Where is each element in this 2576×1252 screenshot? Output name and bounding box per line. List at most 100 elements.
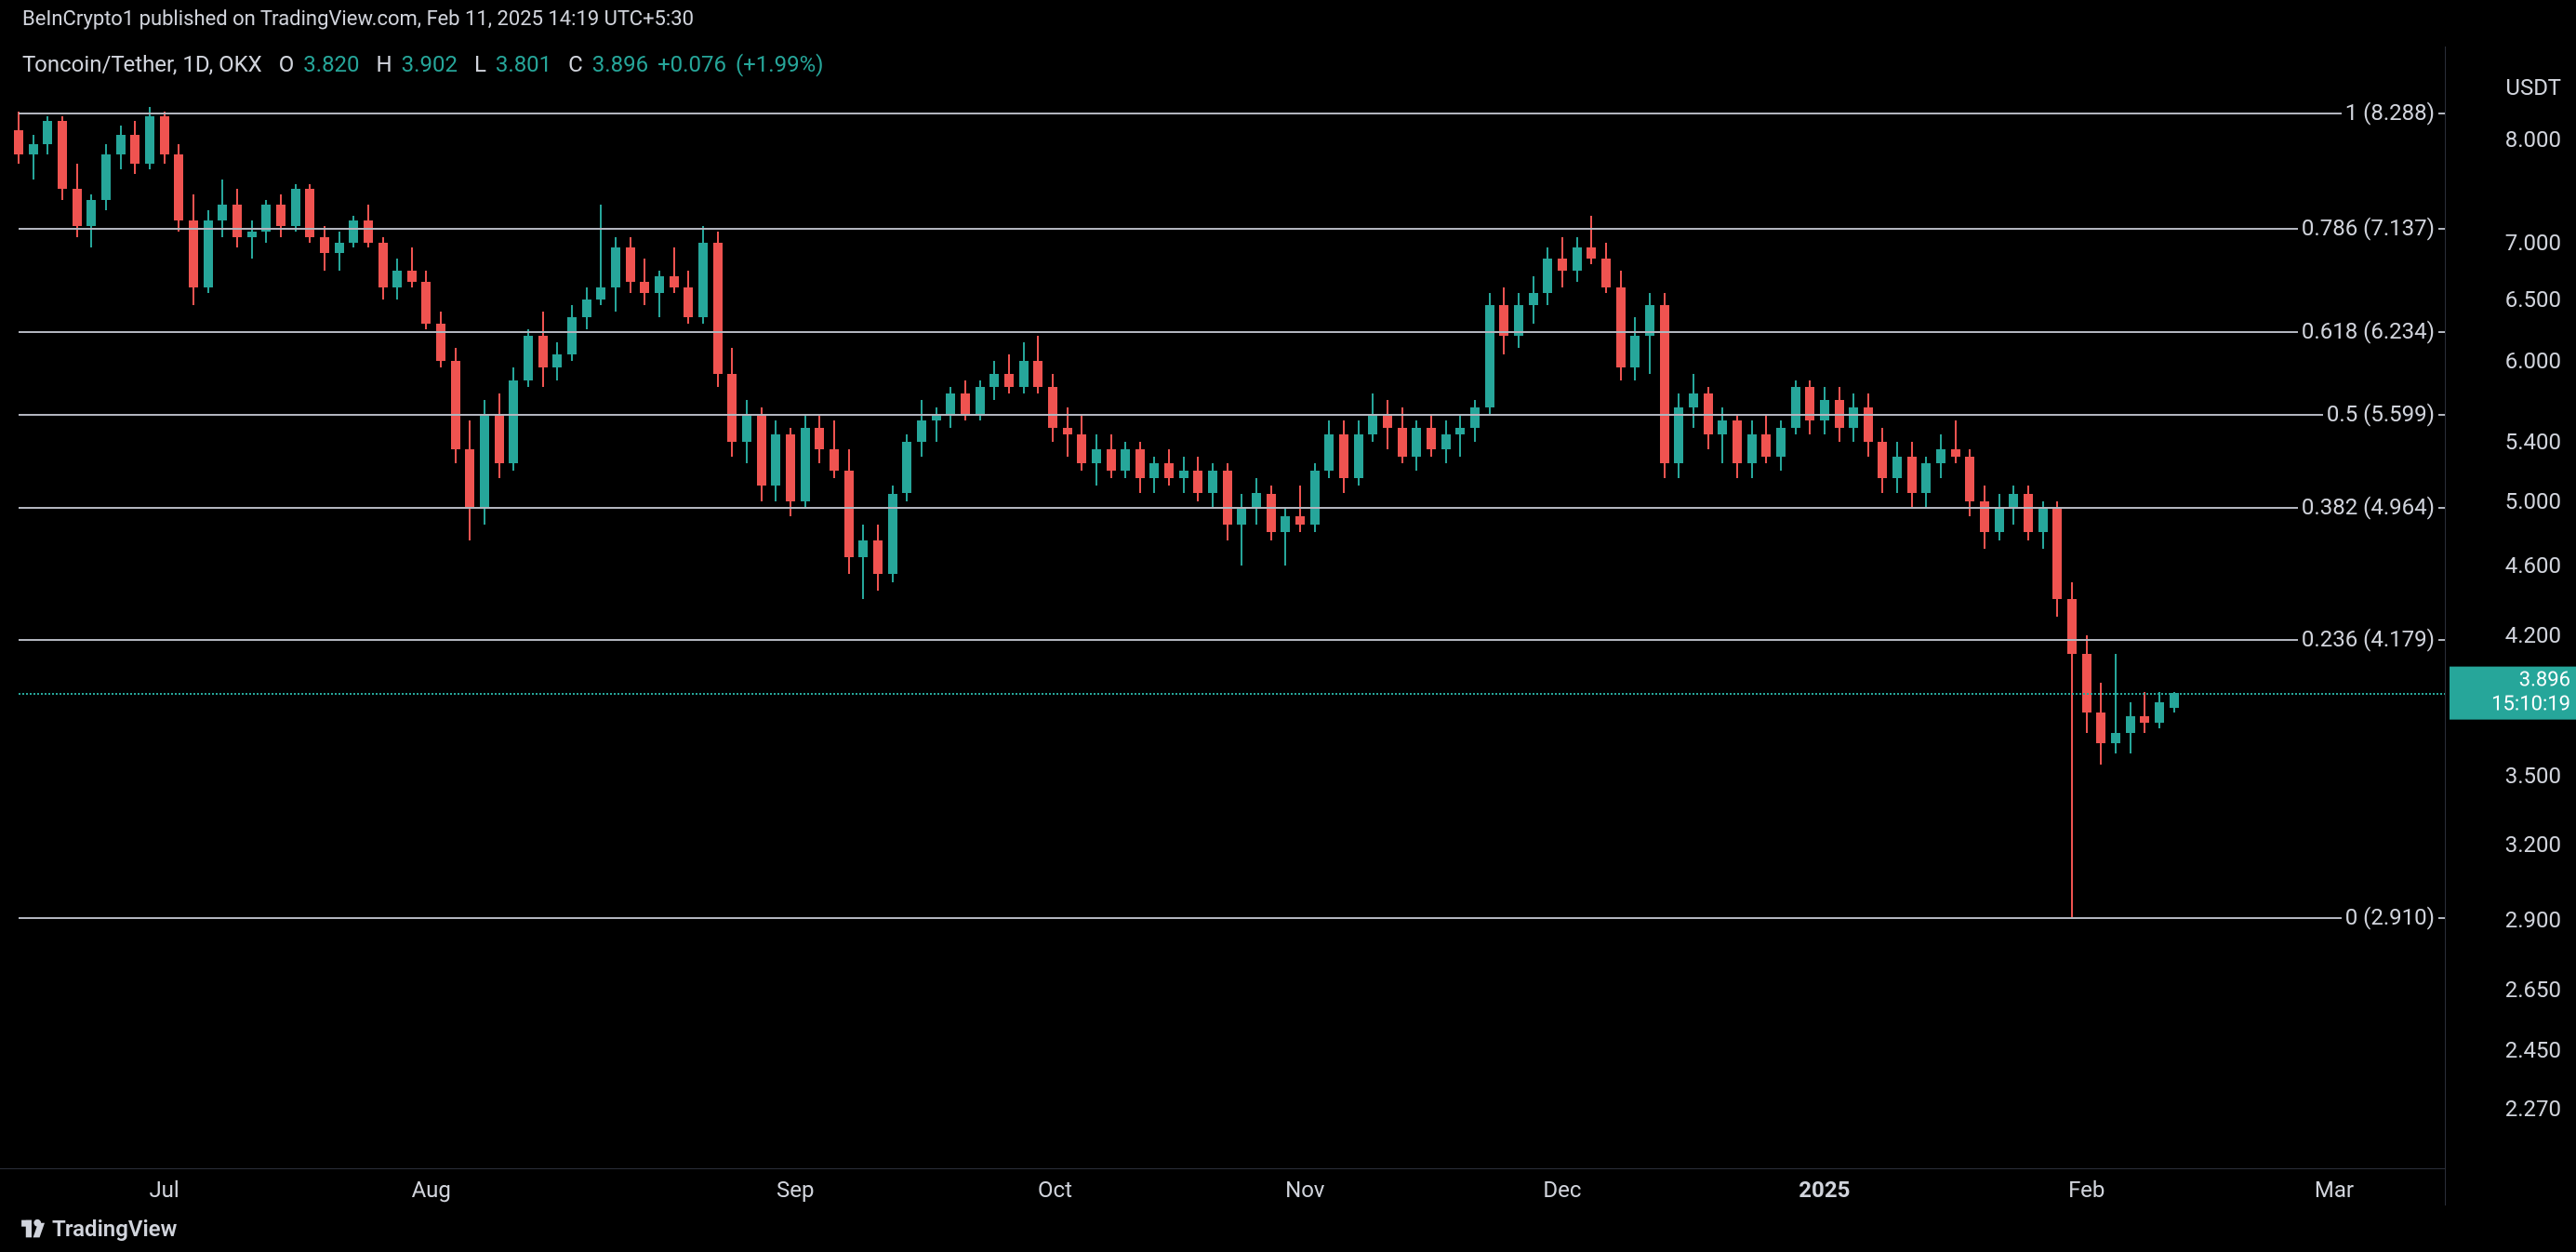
candle (1660, 293, 1669, 478)
candle (1820, 387, 1829, 434)
ytick: 2.650 (2505, 977, 2561, 1003)
candle (1033, 336, 1042, 393)
fib-label: 0.382 (4.964) (2298, 494, 2438, 520)
candle (640, 259, 649, 305)
tradingview-logo: TradingView (19, 1216, 177, 1242)
ohlc-h-label: H (377, 51, 392, 77)
candle (888, 486, 897, 581)
candle (451, 348, 460, 463)
candle (1529, 276, 1538, 324)
time-axis[interactable]: JulAugSepOctNovDec2025FebMar (0, 1168, 2446, 1205)
candle (1878, 428, 1887, 494)
fib-line (19, 639, 2446, 641)
candle (1514, 293, 1523, 348)
candle (349, 216, 358, 248)
fib-line (19, 507, 2446, 509)
candle (1121, 442, 1130, 478)
candle (858, 525, 868, 600)
symbol-name: Toncoin/Tether, 1D, OKX (22, 51, 262, 77)
candle (1616, 271, 1626, 380)
candle (1573, 237, 1582, 282)
candle (524, 329, 533, 387)
candle (713, 232, 723, 387)
candle (932, 407, 941, 442)
candle (1601, 243, 1611, 294)
candle (815, 414, 824, 463)
candle (2082, 635, 2091, 733)
ytick: 2.270 (2505, 1096, 2561, 1122)
tradingview-logo-icon (19, 1216, 45, 1242)
ytick: 5.400 (2505, 429, 2561, 455)
candle (2170, 692, 2179, 712)
candle (771, 420, 780, 500)
candle (29, 135, 38, 180)
symbol-info-bar: Toncoin/Tether, 1D, OKX O 3.820 H 3.902 … (22, 51, 824, 77)
candle (116, 126, 126, 169)
candle (1805, 380, 1814, 435)
candle (946, 387, 955, 428)
candle (86, 194, 96, 247)
current-price-line (19, 693, 2446, 695)
ohlc-h-value: 3.902 (402, 51, 458, 77)
candle (830, 420, 839, 478)
candle (14, 112, 23, 165)
xtick: Jul (149, 1177, 179, 1203)
candle (1383, 400, 1392, 448)
fib-line (19, 331, 2446, 333)
candle (1339, 420, 1348, 493)
fib-label: 0.618 (6.234) (2298, 318, 2438, 344)
xtick: 2025 (1799, 1177, 1850, 1203)
yaxis-label: USDT (2505, 74, 2561, 100)
candle (1499, 287, 1508, 354)
candle (1776, 420, 1786, 471)
candle (1936, 434, 1945, 478)
candle (1455, 414, 1465, 457)
price-axis[interactable]: USDT 8.0007.0006.5006.0005.4005.0004.600… (2446, 47, 2576, 1168)
candle (1674, 393, 1683, 478)
candle (335, 232, 344, 271)
candle (1077, 414, 1086, 471)
candle (1019, 342, 1029, 394)
candle (436, 312, 445, 367)
fib-label: 0 (2.910) (2342, 904, 2438, 930)
candle (1324, 420, 1334, 478)
candle (1107, 434, 1116, 478)
candle (160, 112, 169, 165)
candle (1004, 354, 1014, 393)
candle (276, 194, 285, 237)
fib-label: 0.5 (5.599) (2323, 401, 2438, 427)
candle (378, 237, 388, 300)
candle (73, 164, 82, 236)
candle (291, 184, 300, 232)
candle (989, 361, 999, 400)
ohlc-o-value: 3.820 (303, 51, 359, 77)
candle (1267, 486, 1276, 540)
candle (1295, 486, 1305, 532)
candle (1864, 393, 1873, 456)
candle (902, 434, 911, 500)
change-abs: +0.076 (657, 51, 726, 77)
candle (247, 220, 257, 259)
candle (1747, 420, 1757, 478)
ohlc-l-value: 3.801 (496, 51, 551, 77)
xtick: Feb (2068, 1177, 2105, 1203)
candle (611, 237, 620, 312)
axis-divider (2445, 47, 2446, 1205)
ohlc-o-label: O (279, 51, 295, 77)
candle (2111, 654, 2120, 754)
candle (1179, 457, 1188, 494)
candle (1354, 420, 1363, 486)
candle (582, 287, 591, 329)
xtick: Nov (1285, 1177, 1324, 1203)
candle (596, 205, 605, 305)
fib-label: 0.786 (7.137) (2298, 215, 2438, 241)
chart-area[interactable]: 1 (8.288) 0.786 (7.137) 0.618 (6.234) 0.5 (… (0, 47, 2446, 1168)
ytick: 3.200 (2505, 832, 2561, 858)
candle (1951, 420, 1960, 463)
candle (1310, 463, 1320, 532)
fib-label: 1 (8.288) (2342, 100, 2438, 126)
candle (1849, 393, 1858, 442)
candle (1485, 293, 1494, 414)
candle (698, 226, 708, 324)
footer-bar: TradingView (0, 1205, 2576, 1252)
